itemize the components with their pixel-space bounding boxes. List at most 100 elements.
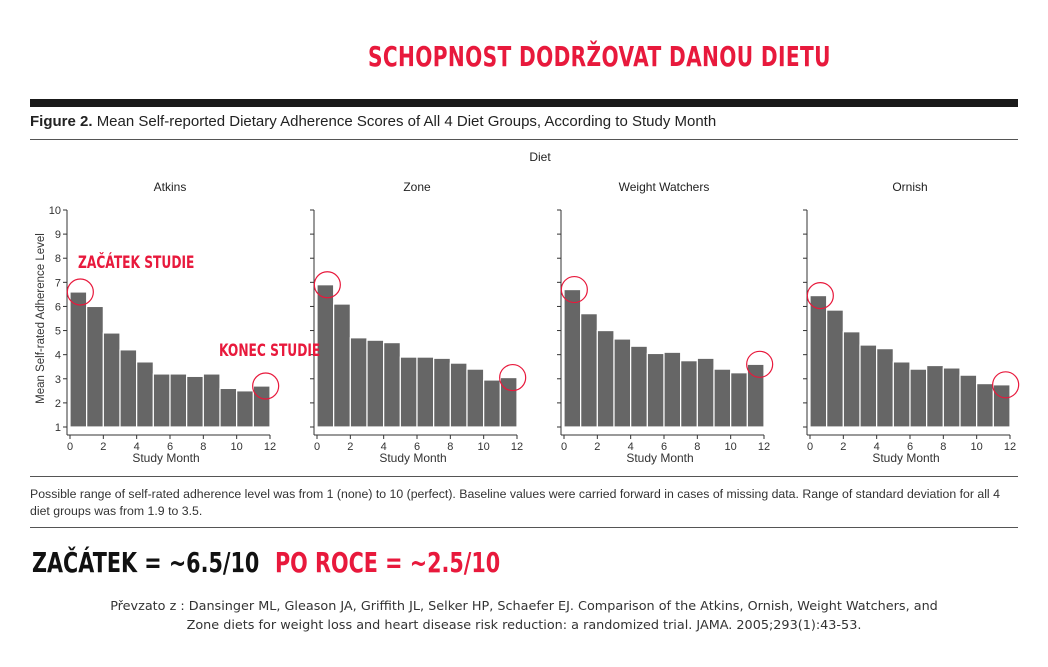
y-tick-label-5: 5 [55, 326, 61, 338]
y-tick-label-7: 7 [55, 277, 61, 289]
bar-weight-watchers-12 [746, 363, 765, 428]
bar-zone-7 [416, 356, 435, 428]
x-tick-label-ornish-12: 12 [1004, 441, 1016, 453]
x-tick-label-weight-watchers-10: 10 [725, 441, 737, 453]
bar-zone-8 [433, 357, 451, 428]
x-axis-label-atkins: Study Month [132, 451, 199, 465]
x-tick-label-zone-6: 6 [414, 441, 420, 453]
x-tick-label-atkins-6: 6 [167, 441, 173, 453]
bar-weight-watchers-6 [646, 352, 665, 428]
annotation-end-group: KONEC STUDIE [219, 341, 320, 361]
figure-caption: Possible range of self-rated adherence l… [30, 487, 1000, 518]
bar-ornish-2 [826, 309, 844, 428]
x-tick-label-weight-watchers-12: 12 [758, 441, 770, 453]
headline: SCHOPNOST DODRŽOVAT DANOU DIETU [0, 40, 1048, 73]
diet-group-title: Diet [529, 150, 551, 164]
bar-zone-5 [383, 342, 401, 428]
bar-zone-9 [449, 362, 468, 428]
headline-text: SCHOPNOST DODRŽOVAT DANOU DIETU [367, 40, 831, 73]
x-tick-label-atkins-12: 12 [264, 441, 276, 453]
y-tick-label-9: 9 [55, 229, 61, 241]
x-tick-label-ornish-4: 4 [874, 441, 880, 453]
x-tick-label-atkins-8: 8 [200, 441, 206, 453]
summary-start: ZAČÁTEK = ~6.5/10 [32, 546, 260, 579]
bar-ornish-11 [976, 383, 994, 428]
end-highlight-ornish [992, 371, 1020, 399]
bar-weight-watchers-11 [730, 372, 748, 428]
figure-title: Figure 2. Mean Self-reported Dietary Adh… [30, 113, 716, 130]
bar-ornish-12 [992, 384, 1011, 428]
panel-title-atkins: Atkins [154, 180, 187, 194]
bar-atkins-9 [202, 373, 221, 428]
x-tick-label-atkins-2: 2 [100, 441, 106, 453]
panel-title-ornish: Ornish [892, 180, 927, 194]
bar-ornish-1 [809, 294, 828, 428]
bar-zone-6 [399, 356, 418, 428]
x-tick-label-zone-0: 0 [314, 441, 320, 453]
panel-title-zone: Zone [403, 180, 431, 194]
x-tick-label-zone-4: 4 [381, 441, 387, 453]
x-tick-label-zone-10: 10 [478, 441, 490, 453]
figure-bottom-rule [30, 476, 1018, 477]
y-tick-label-2: 2 [55, 398, 61, 410]
bar-atkins-10 [219, 387, 238, 428]
x-tick-label-weight-watchers-6: 6 [661, 441, 667, 453]
end-highlight-weight-watchers [746, 350, 774, 378]
bar-zone-2 [333, 303, 351, 428]
x-tick-label-ornish-2: 2 [840, 441, 846, 453]
y-tick-label-6: 6 [55, 301, 61, 313]
bar-atkins-12 [252, 385, 271, 428]
start-highlight-atkins [66, 278, 94, 306]
bar-weight-watchers-5 [630, 345, 648, 428]
bar-atkins-6 [152, 373, 171, 428]
x-axis-label-ornish: Study Month [872, 451, 939, 465]
x-tick-label-weight-watchers-8: 8 [694, 441, 700, 453]
start-highlight-weight-watchers [560, 275, 588, 304]
panel-title-weight-watchers: Weight Watchers [619, 180, 710, 194]
caption-bottom-rule [30, 527, 1018, 528]
bar-zone-12 [499, 376, 518, 428]
bar-atkins-11 [236, 390, 254, 428]
bar-ornish-7 [909, 368, 928, 428]
bar-ornish-9 [942, 367, 961, 428]
bar-atkins-2 [86, 305, 104, 428]
bar-atkins-4 [119, 349, 138, 428]
x-tick-label-ornish-10: 10 [971, 441, 983, 453]
bar-zone-11 [483, 379, 501, 428]
bar-ornish-10 [959, 374, 978, 428]
bar-weight-watchers-4 [613, 338, 632, 428]
x-tick-label-weight-watchers-4: 4 [628, 441, 634, 453]
bar-zone-10 [466, 368, 485, 428]
bar-atkins-3 [102, 332, 121, 428]
y-tick-label-1: 1 [55, 422, 61, 434]
x-tick-label-atkins-4: 4 [134, 441, 140, 453]
source-line-2: Zone diets for weight loss and heart dis… [186, 618, 862, 633]
annotation-start-group: ZAČÁTEK STUDIE [78, 252, 194, 273]
figure-top-bar [30, 99, 1018, 107]
bar-weight-watchers-9 [696, 357, 715, 428]
start-highlight-zone [313, 271, 341, 299]
bar-ornish-6 [892, 361, 911, 428]
y-tick-label-10: 10 [49, 205, 61, 217]
source-line-1: Převzato z : Dansinger ML, Gleason JA, G… [110, 599, 938, 614]
bar-zone-3 [349, 337, 368, 428]
bar-weight-watchers-8 [680, 360, 698, 428]
bar-atkins-7 [169, 373, 188, 428]
x-tick-label-weight-watchers-2: 2 [594, 441, 600, 453]
bar-atkins-8 [186, 375, 204, 428]
x-tick-label-ornish-0: 0 [807, 441, 813, 453]
bar-ornish-5 [876, 348, 894, 428]
bar-ornish-8 [926, 364, 944, 428]
bar-atkins-1 [69, 291, 88, 428]
x-axis-label-weight-watchers: Study Month [626, 451, 693, 465]
y-tick-label-8: 8 [55, 253, 61, 265]
bar-weight-watchers-1 [563, 288, 582, 428]
end-highlight-zone [499, 363, 527, 392]
summary-end: PO ROCE = ~2.5/10 [275, 546, 501, 579]
x-tick-label-atkins-0: 0 [67, 441, 73, 453]
figure-title-text: Mean Self-reported Dietary Adherence Sco… [96, 113, 717, 130]
bar-weight-watchers-10 [713, 368, 732, 428]
annotation-end: KONEC STUDIE [219, 341, 320, 361]
x-tick-label-ornish-6: 6 [907, 441, 913, 453]
figure-label: Figure 2. [30, 113, 93, 130]
